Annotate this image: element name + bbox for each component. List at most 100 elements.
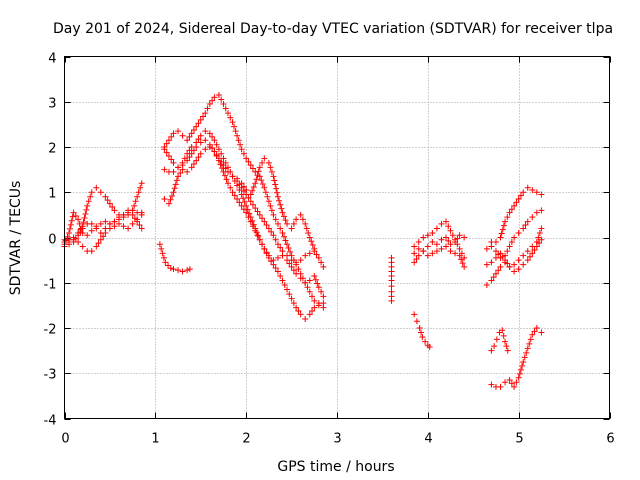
data-point <box>297 211 304 218</box>
data-point-interp <box>508 380 515 387</box>
data-point-interp <box>519 362 526 369</box>
data-point-interp <box>285 245 292 252</box>
data-point-interp <box>246 210 253 217</box>
data-point <box>424 232 431 239</box>
data-point-interp <box>500 222 507 229</box>
data-point-interp <box>282 237 289 244</box>
data-point <box>288 257 295 264</box>
data-point <box>284 252 291 259</box>
data-point-interp <box>253 176 260 183</box>
data-point <box>533 189 540 196</box>
data-point-interp <box>195 120 202 127</box>
data-point <box>125 225 132 232</box>
data-point <box>167 265 174 272</box>
data-point <box>247 198 254 205</box>
data-point <box>111 218 118 225</box>
data-point <box>424 243 431 250</box>
data-point <box>497 263 504 270</box>
data-point <box>520 252 527 259</box>
data-point <box>443 234 449 241</box>
data-point <box>134 218 141 225</box>
data-point-interp <box>527 336 534 343</box>
data-point-interp <box>413 255 420 262</box>
data-point <box>533 325 540 331</box>
data-point <box>265 225 272 232</box>
data-point <box>88 248 95 255</box>
data-point-interp <box>513 379 520 386</box>
data-point-interp <box>299 216 306 223</box>
data-point <box>499 327 506 334</box>
data-point <box>297 275 304 282</box>
data-point <box>293 270 300 277</box>
data-point <box>279 209 286 216</box>
data-point-interp <box>168 133 175 140</box>
data-point-interp <box>513 199 520 206</box>
data-point <box>247 191 254 198</box>
data-point <box>79 225 86 232</box>
data-point-interp <box>245 214 252 221</box>
data-point <box>306 250 313 257</box>
data-point-interp <box>64 233 71 240</box>
data-point <box>411 250 418 257</box>
data-point <box>520 358 527 365</box>
data-point-interp <box>131 202 138 209</box>
data-point <box>70 239 77 246</box>
data-point <box>311 245 318 252</box>
data-point-interp <box>250 183 257 190</box>
data-point-interp <box>137 184 144 191</box>
data-point <box>297 311 304 318</box>
plot-frame <box>64 56 610 419</box>
data-point-interp <box>295 308 302 315</box>
y-tick-label: 0 <box>48 233 56 248</box>
data-point <box>506 263 513 270</box>
data-point-interp <box>273 185 280 192</box>
data-point <box>211 148 218 155</box>
data-point-interp <box>190 127 197 134</box>
data-point <box>293 259 300 266</box>
data-point <box>288 225 295 232</box>
data-point <box>297 257 304 264</box>
data-point-interp <box>245 194 252 201</box>
data-point <box>483 261 490 268</box>
data-point-interp <box>163 149 170 156</box>
data-point <box>502 379 509 386</box>
data-point-interp <box>263 249 270 256</box>
data-point-interp <box>535 234 542 241</box>
data-point <box>97 236 104 243</box>
data-point-interp <box>304 284 311 291</box>
data-point <box>420 248 427 255</box>
data-point <box>302 315 309 322</box>
data-point <box>165 262 172 269</box>
data-point <box>483 245 490 252</box>
data-point-interp <box>287 248 294 255</box>
x-tick-label: 4 <box>424 432 432 447</box>
data-point-interp <box>255 232 262 239</box>
data-point-interp <box>67 221 74 228</box>
data-point <box>129 220 136 227</box>
data-point <box>170 159 177 166</box>
data-point-interp <box>168 156 175 163</box>
data-point-interp <box>227 114 234 121</box>
data-point-interp <box>167 196 174 203</box>
data-point <box>506 377 513 384</box>
data-point <box>261 245 268 252</box>
data-point-interp <box>290 300 297 307</box>
data-point-interp <box>254 208 261 215</box>
data-point <box>270 173 277 180</box>
data-point-interp <box>499 226 506 233</box>
data-point-interp <box>258 177 265 184</box>
data-point <box>515 257 522 264</box>
data-point <box>161 196 168 203</box>
data-point <box>88 227 95 234</box>
data-point <box>102 218 109 225</box>
data-point <box>120 223 127 230</box>
data-point <box>302 252 309 259</box>
data-point <box>493 336 500 343</box>
data-point <box>206 130 213 137</box>
data-point <box>188 150 195 157</box>
data-point <box>229 173 236 180</box>
data-point <box>488 259 495 266</box>
data-point-interp <box>135 189 142 196</box>
y-tick-label: 4 <box>48 52 56 67</box>
data-point-interp <box>136 222 143 229</box>
